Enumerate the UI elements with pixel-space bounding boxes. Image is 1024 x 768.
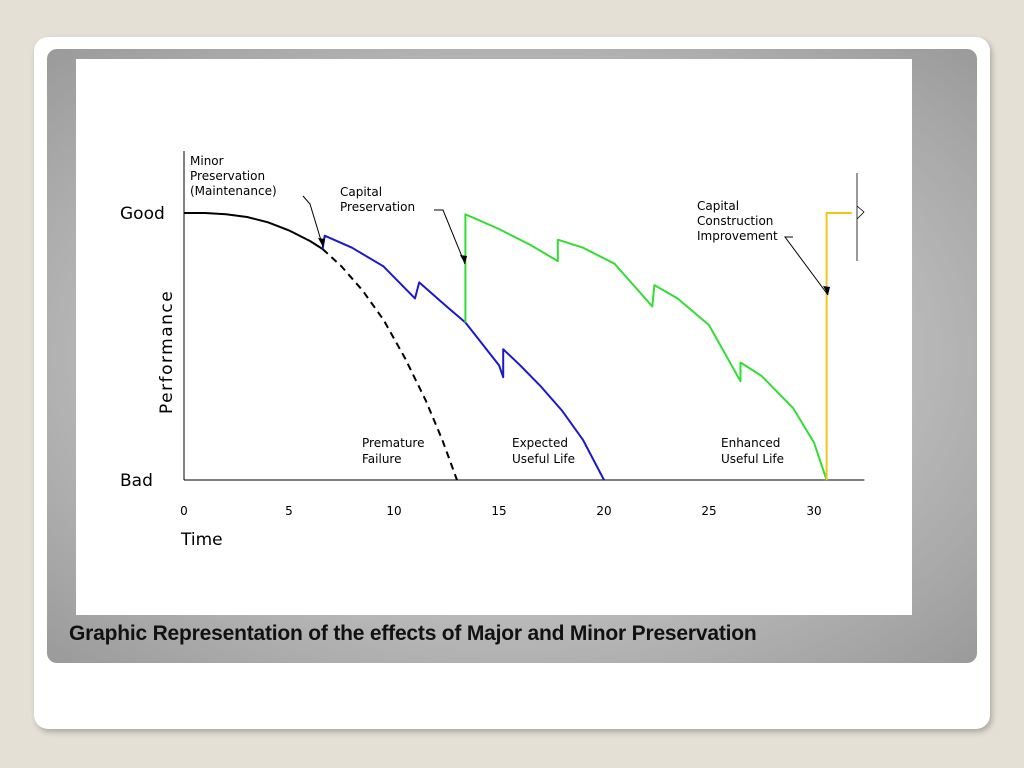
series-line-4 bbox=[825, 212, 852, 480]
annotation-label: Preservation bbox=[190, 169, 265, 183]
x-tick-label: 25 bbox=[701, 504, 716, 518]
x-tick-label: 15 bbox=[491, 504, 506, 518]
series-line-1 bbox=[321, 248, 458, 481]
y-axis-title: Performance bbox=[157, 290, 177, 414]
series-line-0 bbox=[184, 212, 324, 250]
x-tick-label: 0 bbox=[180, 504, 188, 518]
annotation-label: Construction bbox=[697, 214, 773, 228]
x-tick-label: 10 bbox=[386, 504, 401, 518]
x-tick-label: 5 bbox=[285, 504, 293, 518]
annotation-label: Capital bbox=[697, 199, 739, 213]
annotation-label: Enhanced bbox=[721, 436, 780, 450]
annotation-label: Useful Life bbox=[512, 452, 575, 466]
performance-chart: 0 5 10 15 20 25 30 Good Bad Time Performance Minor… bbox=[120, 151, 865, 550]
y-label-good: Good bbox=[120, 204, 165, 224]
axis-break-mark bbox=[856, 173, 865, 261]
series-line-3 bbox=[464, 213, 828, 481]
chart-area: 0 5 10 15 20 25 30 Good Bad Time Performance Minor… bbox=[76, 59, 912, 615]
annotation-label: Premature bbox=[362, 436, 424, 450]
x-axis-title: Time bbox=[180, 530, 223, 550]
annotation-label: Improvement bbox=[697, 229, 778, 243]
annotation-leader bbox=[302, 195, 324, 248]
annotation-arrowhead bbox=[318, 238, 325, 247]
x-tick-label: 20 bbox=[596, 504, 611, 518]
annotation-label: Failure bbox=[362, 452, 401, 466]
slide-caption: Graphic Representation of the effects of… bbox=[69, 622, 757, 645]
annotation-label: Preservation bbox=[340, 200, 415, 214]
annotation-arrowhead bbox=[823, 286, 830, 295]
annotation-arrowhead bbox=[460, 255, 467, 264]
x-tick-label: 30 bbox=[806, 504, 821, 518]
annotation-label: Capital bbox=[340, 185, 382, 199]
annotation-label: Minor bbox=[190, 154, 224, 168]
annotation-leader bbox=[784, 236, 829, 296]
annotation-label: (Maintenance) bbox=[190, 184, 277, 198]
annotation-label: Useful Life bbox=[721, 452, 784, 466]
annotation-leader bbox=[434, 209, 466, 265]
annotation-label: Expected bbox=[512, 436, 568, 450]
series-line-2 bbox=[321, 234, 605, 481]
y-label-bad: Bad bbox=[120, 471, 153, 491]
